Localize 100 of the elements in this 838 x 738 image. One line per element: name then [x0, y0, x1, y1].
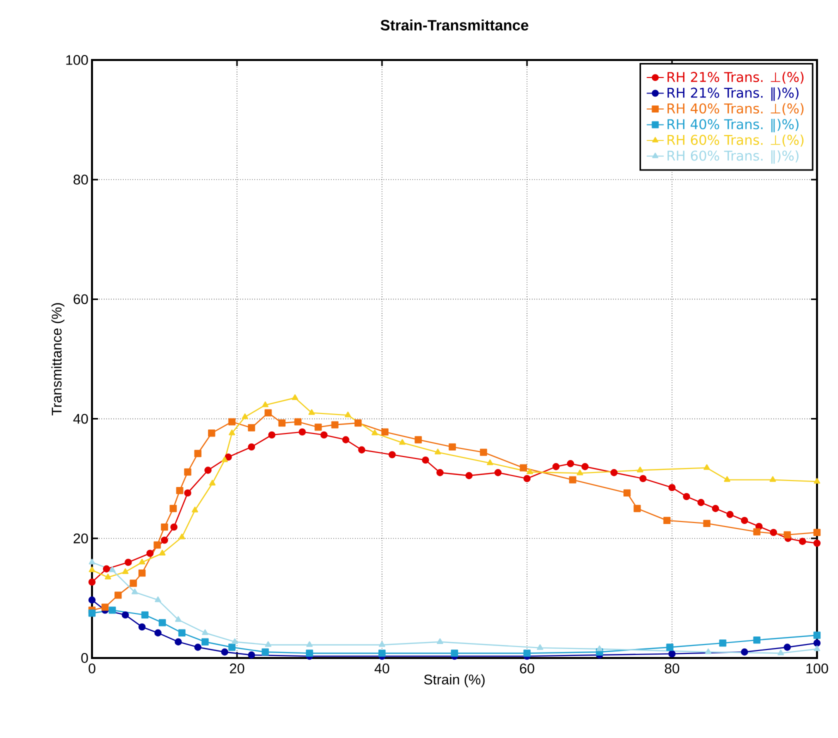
point	[666, 644, 674, 651]
point	[194, 644, 202, 651]
point	[814, 478, 820, 484]
point	[486, 459, 494, 466]
point	[209, 480, 216, 486]
legend-label: RH 60% Trans. ‖)%)	[668, 150, 799, 164]
point	[422, 456, 430, 464]
point	[138, 623, 146, 630]
point	[138, 569, 146, 577]
point	[784, 644, 791, 651]
point	[88, 558, 96, 564]
point	[88, 578, 96, 586]
point	[753, 528, 760, 536]
point	[399, 439, 406, 445]
point	[278, 419, 286, 427]
point	[264, 641, 272, 647]
legend-label: RH 40% Trans. ⊥(%)	[668, 103, 804, 116]
point	[122, 568, 129, 574]
point	[320, 431, 328, 439]
point	[298, 428, 306, 436]
point	[262, 648, 269, 656]
point	[306, 650, 314, 657]
y-axis-title: Transmittance (%)	[51, 303, 64, 416]
point	[248, 424, 256, 432]
point	[523, 475, 531, 482]
point	[221, 456, 228, 462]
point	[141, 611, 149, 619]
x-tick-label: 60	[520, 664, 534, 674]
point	[719, 639, 726, 647]
point	[705, 648, 712, 654]
point	[268, 431, 276, 439]
point	[108, 606, 116, 614]
point	[308, 409, 315, 415]
point	[176, 486, 184, 494]
legend-label: RH 21% Trans. ⊥(%)	[668, 72, 804, 84]
point	[703, 520, 710, 528]
point	[480, 448, 488, 456]
point	[448, 443, 456, 450]
point	[566, 460, 574, 468]
point	[753, 636, 760, 644]
legend-label: RH 60% Trans. ⊥(%)	[668, 134, 804, 147]
point	[388, 451, 396, 458]
point	[523, 650, 531, 657]
point	[228, 430, 236, 436]
point	[154, 541, 161, 549]
point	[192, 506, 198, 512]
point	[610, 469, 618, 476]
point	[581, 463, 589, 470]
point	[132, 588, 138, 594]
point	[668, 650, 676, 658]
point	[194, 450, 202, 458]
x-tick-label: 0	[88, 664, 96, 674]
point	[154, 596, 162, 602]
point	[170, 523, 178, 531]
point	[292, 394, 298, 400]
point	[381, 428, 388, 436]
legend-label: RH 40% Trans. ‖)%)	[668, 118, 799, 132]
point	[372, 430, 378, 436]
point	[232, 638, 238, 644]
point	[704, 464, 710, 470]
point	[712, 504, 720, 512]
point	[526, 468, 534, 474]
point	[668, 484, 676, 492]
point	[221, 648, 228, 656]
point	[101, 604, 109, 611]
point	[520, 464, 527, 472]
point	[778, 650, 784, 656]
point	[264, 409, 272, 416]
point	[697, 498, 705, 506]
point	[158, 619, 166, 626]
point	[414, 436, 422, 444]
point	[331, 421, 338, 428]
point	[569, 476, 576, 484]
point	[596, 645, 603, 652]
point	[170, 504, 177, 512]
point	[536, 644, 544, 650]
point	[124, 558, 132, 566]
point	[88, 596, 96, 604]
x-axis-title: Strain (%)	[424, 674, 485, 688]
point	[228, 644, 236, 651]
point	[178, 629, 186, 636]
chart-title: Strain-Transmittance	[380, 20, 528, 30]
point	[342, 436, 350, 444]
point	[130, 580, 137, 587]
point	[740, 516, 748, 524]
point	[813, 528, 821, 536]
point	[770, 528, 778, 536]
point	[724, 476, 730, 482]
point	[174, 638, 182, 646]
y-tick-label: 40	[73, 414, 88, 424]
point	[436, 469, 444, 476]
point	[224, 453, 232, 461]
point	[202, 638, 209, 646]
legend-label: RH 21% Trans. ‖)%)	[668, 87, 799, 101]
point	[138, 558, 146, 564]
point	[160, 536, 168, 544]
point	[682, 492, 690, 500]
point	[208, 430, 216, 437]
point	[813, 632, 821, 639]
point	[159, 550, 166, 556]
